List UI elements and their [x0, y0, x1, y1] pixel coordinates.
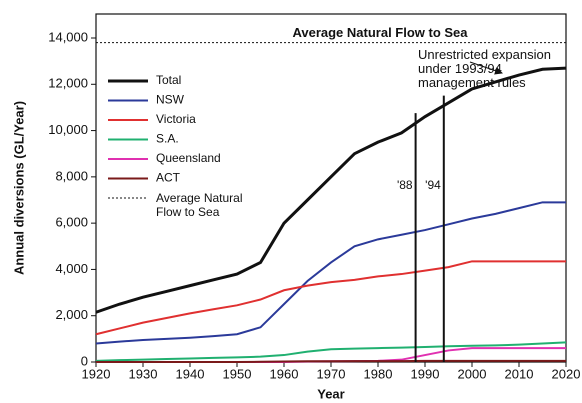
x-tick-label: 2000: [458, 366, 487, 381]
legend-label: Average Natural Flow to Sea: [156, 191, 243, 219]
y-tick-label: 14,000: [48, 29, 88, 44]
x-tick-label: 1980: [364, 366, 393, 381]
x-axis-title: Year: [317, 386, 344, 401]
x-tick-label: 1940: [176, 366, 205, 381]
x-tick-label: 1960: [270, 366, 299, 381]
annotation: Unrestricted expansion under 1993/94 man…: [418, 47, 551, 90]
x-tick-label: 1970: [317, 366, 346, 381]
legend-label: Queensland: [156, 151, 221, 165]
x-tick-label: 1990: [411, 366, 440, 381]
y-tick-label: 6,000: [55, 215, 88, 230]
y-axis-title: Annual diversions (GL/Year): [11, 101, 26, 275]
y-tick-label: 8,000: [55, 168, 88, 183]
y-tick-label: 2,000: [55, 307, 88, 322]
reference-label: Average Natural Flow to Sea: [292, 25, 468, 40]
legend-label: NSW: [156, 93, 185, 107]
x-tick-label: 2020: [552, 366, 581, 381]
y-tick-label: 10,000: [48, 122, 88, 137]
x-tick-label: 1920: [82, 366, 111, 381]
y-tick-label: 12,000: [48, 76, 88, 91]
annotation-arrow: [469, 61, 503, 75]
marker-label: '88: [397, 178, 413, 192]
series-line: [95, 201, 566, 345]
x-tick-label: 1930: [129, 366, 158, 381]
legend-label: ACT: [156, 171, 181, 185]
x-tick-label: 2010: [505, 366, 534, 381]
x-tick-label: 1950: [223, 366, 252, 381]
legend-label: Total: [156, 73, 181, 87]
series-line: [95, 260, 566, 336]
series-line: [95, 66, 567, 314]
series-line: [96, 359, 566, 363]
marker-label: '94: [425, 178, 441, 192]
legend-label: Victoria: [156, 112, 196, 126]
legend-label: S.A.: [156, 132, 179, 146]
y-tick-label: 0: [81, 353, 88, 368]
y-tick-label: 4,000: [55, 261, 88, 276]
series-line: [95, 341, 567, 362]
